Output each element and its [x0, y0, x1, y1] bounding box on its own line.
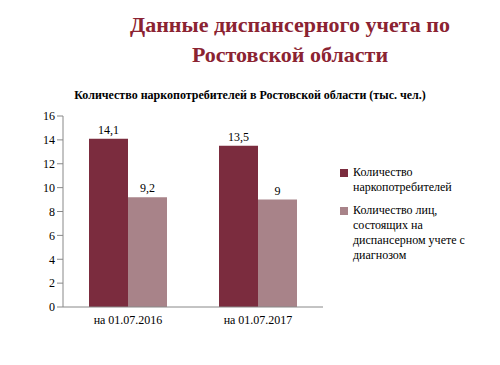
svg-text:на 01.07.2017: на 01.07.2017: [224, 313, 293, 327]
svg-text:9,2: 9,2: [140, 181, 155, 195]
svg-text:12: 12: [43, 157, 55, 171]
svg-text:8: 8: [49, 205, 55, 219]
svg-text:6: 6: [49, 229, 55, 243]
svg-text:9: 9: [275, 184, 281, 198]
svg-text:13,5: 13,5: [228, 130, 249, 144]
html-text:Количество наркопотребителей в: Количество наркопотребителей в Ростовско…: [74, 88, 426, 102]
svg-text:4: 4: [49, 253, 55, 267]
html-text:Количество лиц, состоящих на д: Количество лиц, состоящих на диспансерно…: [353, 203, 465, 262]
svg-text:0: 0: [49, 300, 55, 314]
html-text:Данные диспансерного учета по: Данные диспансерного учета по Ростовской…: [130, 12, 450, 67]
html-text:Количество наркопотребителей: Количество наркопотребителей: [353, 165, 452, 194]
svg-text:10: 10: [43, 181, 55, 195]
svg-text:14: 14: [43, 133, 55, 147]
svg-text:на 01.07.2016: на 01.07.2016: [94, 313, 163, 327]
svg-text:2: 2: [49, 276, 55, 290]
svg-text:14,1: 14,1: [98, 123, 119, 137]
svg-text:16: 16: [43, 109, 55, 123]
